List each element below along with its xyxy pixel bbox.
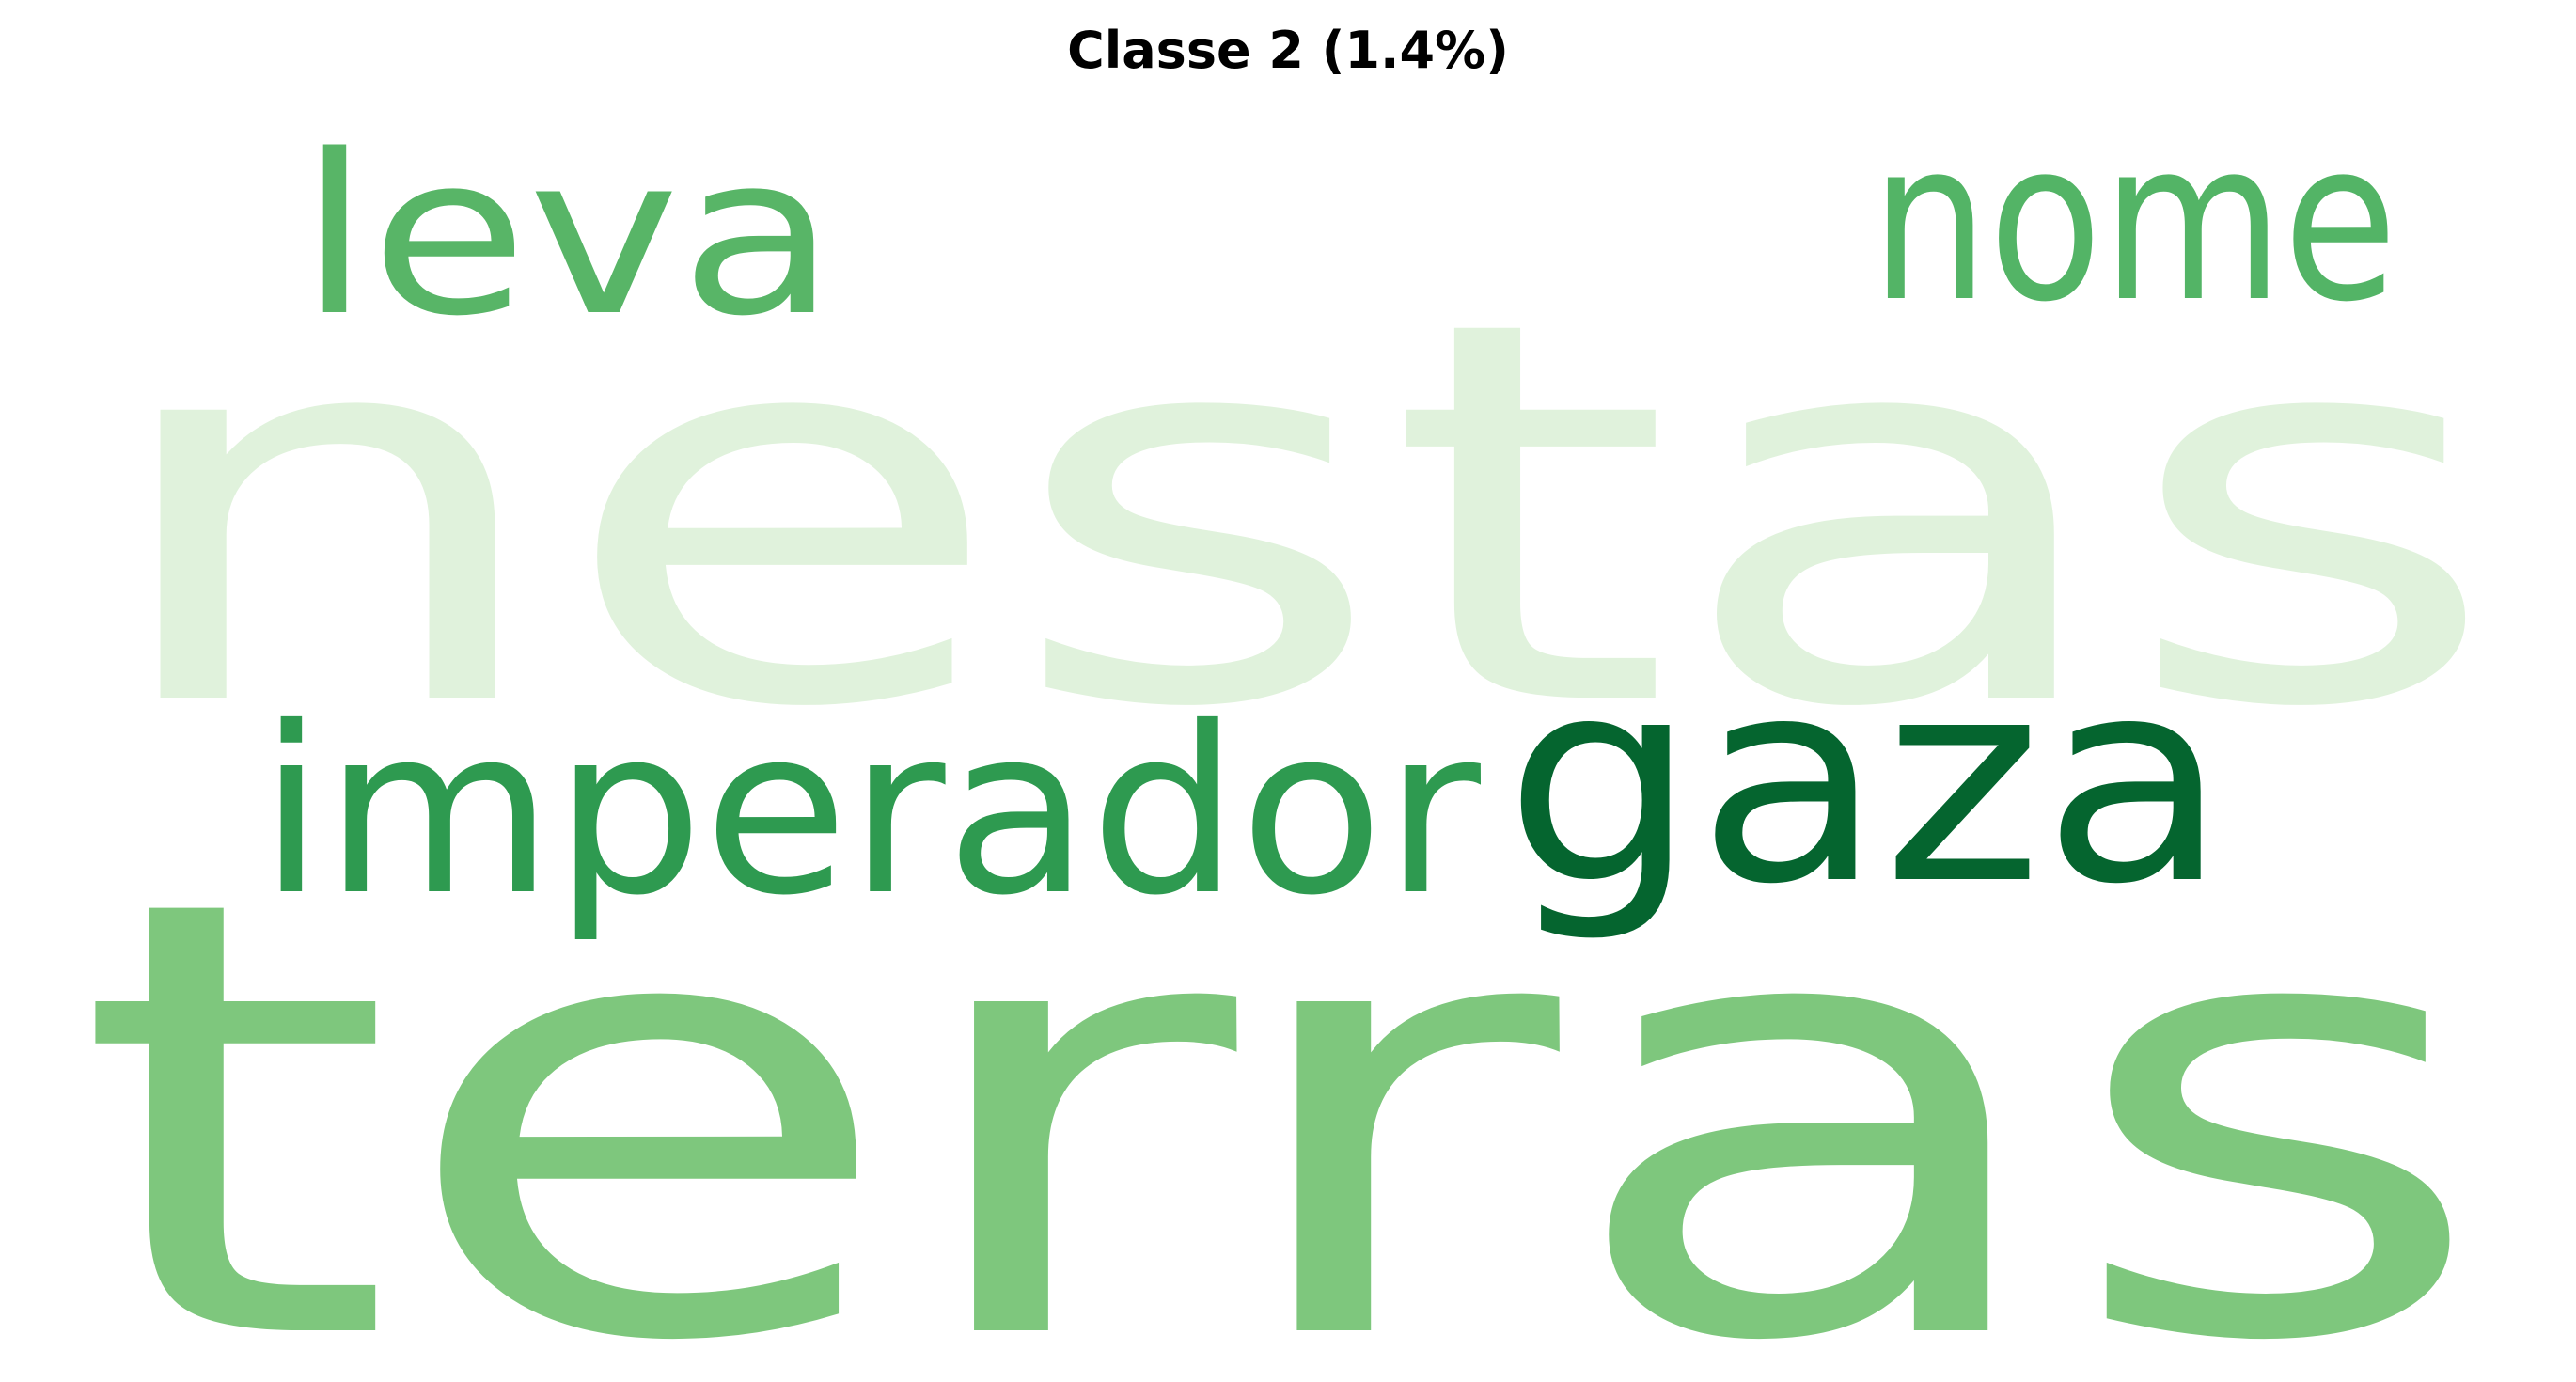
word-nome: nome: [1871, 94, 2397, 351]
word-terras: terras: [73, 772, 2490, 1382]
word-gaza: gaza: [1504, 618, 2228, 946]
word-leva: leva: [299, 108, 837, 365]
chart-title: Classe 2 (1.4%): [1067, 21, 1509, 80]
word-nestas: nestas: [94, 210, 2501, 823]
word-imperador: imperador: [259, 678, 1481, 946]
